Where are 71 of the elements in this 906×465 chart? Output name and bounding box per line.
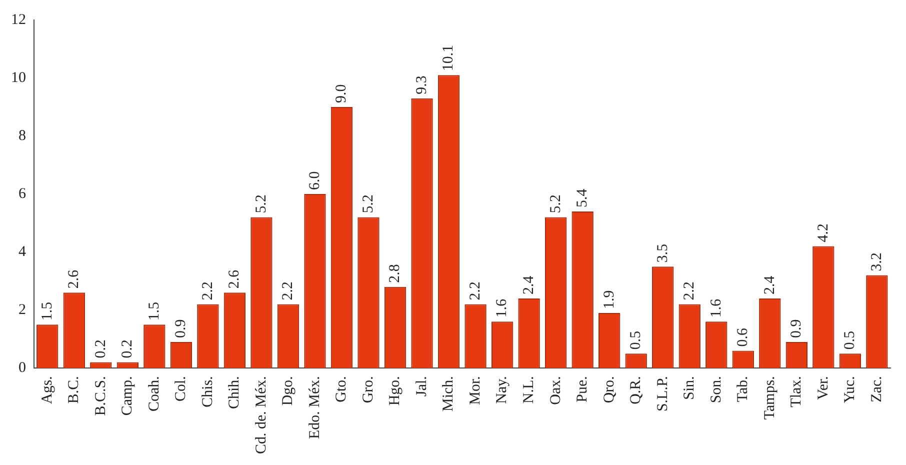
data-label: 5.2 (253, 194, 270, 214)
data-label: 1.6 (708, 298, 724, 318)
data-label: 2.2 (280, 282, 296, 300)
x-tick-label: B.C. (66, 376, 82, 404)
data-label: 4.2 (815, 224, 832, 242)
x-tick-label: Tlax. (788, 376, 805, 408)
data-label: 10.1 (440, 44, 457, 72)
x-tick-label: Camp. (120, 376, 136, 416)
data-label: 5.4 (574, 188, 591, 208)
x-tick-label: Mor. (467, 376, 484, 405)
y-tick-label: 4 (18, 244, 26, 260)
data-label: 9.3 (414, 76, 430, 94)
data-label: 0.9 (173, 319, 190, 338)
x-tick-label: Tab. (735, 376, 752, 402)
x-tick-label: S.L.P. (654, 376, 671, 412)
data-label: 1.6 (494, 298, 510, 318)
y-tick-label: 12 (11, 12, 26, 28)
data-label: 9.0 (334, 84, 350, 104)
data-label: 2.2 (682, 282, 698, 300)
x-tick-label: Coah. (146, 376, 162, 412)
x-tick-label: Col. (173, 376, 190, 402)
x-tick-label: Mich. (440, 376, 457, 412)
x-tick-label: Cd. de. Méx. (253, 376, 270, 454)
data-label: 1.9 (601, 290, 618, 309)
x-tick-label: Ags. (39, 376, 56, 404)
x-tick-label: Yuc. (842, 376, 858, 404)
data-label: 3.2 (868, 252, 885, 272)
data-label: 2.2 (467, 282, 484, 300)
data-label: 0.2 (92, 340, 109, 358)
x-tick-label: Qro. (601, 376, 618, 404)
y-tick-label: 2 (18, 302, 26, 318)
data-label: 1.5 (146, 302, 162, 321)
data-label: 2.8 (387, 264, 404, 283)
data-label: 2.6 (66, 269, 82, 289)
x-tick-label: Hgo. (387, 376, 404, 406)
y-tick-label: 10 (11, 70, 26, 86)
data-label: 2.2 (200, 282, 216, 300)
data-label: 0.5 (628, 330, 644, 350)
data-label: 0.5 (842, 330, 858, 350)
x-tick-label: B.C.S. (92, 376, 109, 416)
x-tick-label: N.L. (520, 376, 537, 404)
x-tick-label: Pue. (574, 376, 591, 402)
x-tick-label: Edo. Méx. (306, 376, 323, 440)
data-label: 2.4 (762, 275, 778, 294)
x-tick-label: Chih. (226, 376, 243, 410)
y-tick-label: 0 (18, 360, 26, 376)
x-tick-label: Tamps. (762, 376, 778, 420)
x-tick-label: Oax. (548, 376, 564, 405)
data-label: 3.5 (654, 244, 671, 263)
x-tick-label: Jal. (414, 376, 430, 397)
data-label: 2.4 (520, 275, 537, 294)
x-tick-label: Gto. (334, 376, 350, 402)
data-label: 5.2 (548, 194, 564, 214)
x-tick-label: Chis. (200, 376, 216, 408)
data-label: 0.9 (788, 319, 805, 338)
x-tick-label: Dgo. (280, 376, 296, 406)
x-tick-label: Gro. (360, 376, 376, 404)
y-tick-label: 6 (18, 186, 26, 202)
data-label: 1.5 (39, 302, 56, 321)
x-tick-label: Nay. (494, 376, 510, 404)
x-tick-label: Ver. (815, 376, 832, 400)
data-label: 0.2 (120, 340, 136, 358)
data-label: 0.6 (735, 327, 752, 347)
x-tick-label: Zac. (868, 376, 885, 402)
y-tick-label: 8 (18, 128, 26, 144)
x-tick-label: Q.R. (628, 376, 644, 404)
data-label: 5.2 (360, 194, 376, 214)
x-tick-label: Sin. (682, 376, 698, 400)
x-tick-label: Son. (708, 376, 724, 404)
data-label: 2.6 (226, 269, 243, 289)
data-label: 6.0 (306, 171, 323, 190)
